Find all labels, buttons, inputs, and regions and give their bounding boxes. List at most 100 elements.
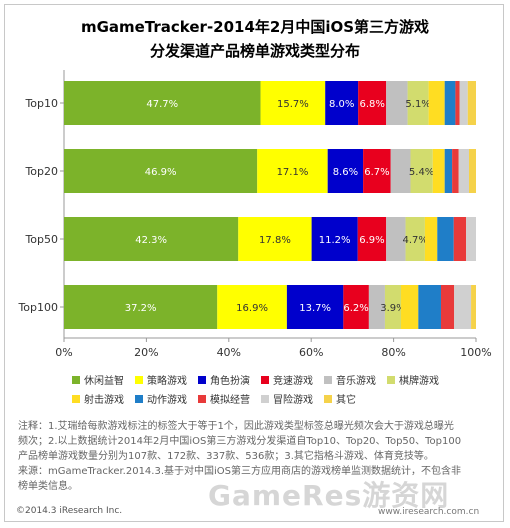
legend-swatch bbox=[135, 394, 143, 403]
bar-segment bbox=[358, 81, 387, 125]
legend-item: 冒险游戏 bbox=[261, 391, 324, 406]
legend-swatch bbox=[261, 394, 269, 403]
bar-segment bbox=[64, 285, 218, 329]
legend-label: 音乐游戏 bbox=[336, 376, 376, 387]
bar-segment bbox=[459, 81, 468, 125]
legend-swatch bbox=[324, 375, 332, 384]
bar-segment bbox=[325, 81, 359, 125]
notes: 注释：1.艾瑞给每款游戏标注的标签大于等于1个，因此游戏类型标签总曝光频次会大于… bbox=[18, 419, 488, 494]
legend-label: 射击游戏 bbox=[84, 395, 124, 406]
data-label: 6.2% bbox=[343, 303, 368, 314]
bar-segment bbox=[471, 285, 476, 329]
bar-segment bbox=[437, 217, 454, 261]
bar-segment bbox=[468, 149, 476, 193]
x-tick-label: 0% bbox=[55, 346, 72, 359]
legend-item: 策略游戏 bbox=[135, 372, 198, 387]
bar-segment bbox=[384, 285, 402, 329]
bar-segment bbox=[368, 285, 385, 329]
bar-segment bbox=[410, 149, 433, 193]
data-label: 6.7% bbox=[364, 167, 389, 178]
bar-segment bbox=[401, 285, 419, 329]
data-label: 15.7% bbox=[277, 99, 309, 110]
data-label: 8.6% bbox=[333, 167, 358, 178]
legend-item: 动作游戏 bbox=[135, 391, 198, 406]
bar-segment bbox=[424, 217, 438, 261]
legend-item: 竞速游戏 bbox=[261, 372, 324, 387]
bar-segment bbox=[467, 81, 476, 125]
note-line: 产品榜单游戏数量分别为107款、172款、337款、536款；3.其它指格斗游戏… bbox=[18, 451, 434, 462]
legend-swatch bbox=[324, 394, 332, 403]
data-label: 4.7% bbox=[403, 235, 428, 246]
bar-segment bbox=[428, 81, 445, 125]
legend-item: 射击游戏 bbox=[72, 391, 135, 406]
legend-swatch bbox=[198, 375, 206, 384]
data-label: 16.9% bbox=[236, 303, 268, 314]
bar-segment bbox=[386, 81, 408, 125]
data-label: 5.1% bbox=[405, 99, 430, 110]
bar-segment bbox=[64, 81, 261, 125]
bar-segment bbox=[390, 149, 411, 193]
bar-segment bbox=[64, 149, 258, 193]
bar-segment bbox=[444, 149, 453, 193]
legend-swatch bbox=[387, 375, 395, 384]
bar-segment bbox=[327, 149, 364, 193]
legend-swatch bbox=[72, 394, 80, 403]
legend-swatch bbox=[261, 375, 269, 384]
bar-segment bbox=[458, 149, 469, 193]
legend-label: 动作游戏 bbox=[147, 395, 187, 406]
legend-label: 角色扮演 bbox=[210, 376, 250, 387]
bar-segment bbox=[466, 217, 476, 261]
note-line: 频次；2.以上数据统计2014年2月中国iOS第三方游戏分发渠道自Top10、T… bbox=[18, 436, 462, 447]
chart-title-line2: 分发渠道产品榜单游戏类型分布 bbox=[149, 42, 360, 60]
bar-segment bbox=[217, 285, 287, 329]
legend-label: 棋牌游戏 bbox=[399, 376, 439, 387]
bar-segment bbox=[455, 81, 460, 125]
legend-label: 策略游戏 bbox=[147, 376, 187, 387]
legend-item: 模拟经营 bbox=[198, 391, 261, 406]
category-label: Top100 bbox=[17, 301, 58, 314]
data-label: 47.7% bbox=[146, 99, 178, 110]
x-tick-label: 40% bbox=[217, 346, 241, 359]
bar-segment bbox=[454, 285, 472, 329]
bar-segment bbox=[343, 285, 369, 329]
data-label: 42.3% bbox=[135, 235, 167, 246]
data-label: 13.7% bbox=[299, 303, 331, 314]
bar-segment bbox=[453, 217, 467, 261]
watermark-logo: GameRes游资网 bbox=[208, 479, 450, 512]
bar-segment bbox=[260, 81, 326, 125]
bar-segment bbox=[286, 285, 344, 329]
bar-segment bbox=[452, 149, 459, 193]
stacked-bar-chart: 0% 20% 40% 60% 80% 100% Top10 47.7% 15.7% 8.0% 6.8… bbox=[17, 70, 492, 359]
copyright: ©2014.3 iResearch Inc. bbox=[16, 506, 123, 516]
data-label: 17.8% bbox=[259, 235, 291, 246]
category-label: Top10 bbox=[24, 97, 58, 110]
legend-item: 其它 bbox=[324, 391, 387, 406]
data-label: 6.9% bbox=[359, 235, 384, 246]
x-tick-label: 20% bbox=[134, 346, 158, 359]
bar-segment bbox=[386, 217, 406, 261]
legend-item: 音乐游戏 bbox=[324, 372, 387, 387]
data-label: 17.1% bbox=[277, 167, 309, 178]
source-line: 榜单类信息。 bbox=[18, 481, 78, 492]
data-label: 6.8% bbox=[359, 99, 384, 110]
data-label: 5.4% bbox=[409, 167, 434, 178]
x-tick-label: 80% bbox=[381, 346, 405, 359]
x-tick-label: 100% bbox=[460, 346, 491, 359]
legend-label: 竞速游戏 bbox=[273, 376, 313, 387]
legend-label: 休闲益智 bbox=[84, 376, 124, 387]
legend-swatch bbox=[135, 375, 143, 384]
bar-segment bbox=[405, 217, 425, 261]
legend-item: 角色扮演 bbox=[198, 372, 261, 387]
data-label: 46.9% bbox=[145, 167, 177, 178]
legend-label: 模拟经营 bbox=[210, 395, 250, 406]
legend-swatch bbox=[198, 394, 206, 403]
bar-segment bbox=[440, 285, 455, 329]
bar-segment bbox=[363, 149, 391, 193]
category-label: Top20 bbox=[24, 165, 58, 178]
source-line: 来源：mGameTracker.2014.3.基于对中国iOS第三方应用商店的游… bbox=[18, 466, 462, 477]
legend-item: 休闲益智 bbox=[72, 372, 135, 387]
website: www.iresearch.com.cn bbox=[378, 507, 480, 517]
legend: 休闲益智 策略游戏 角色扮演 竞速游戏 音乐游戏 棋牌游戏射击游戏 动作游戏 模拟经营 冒险游戏… bbox=[72, 372, 452, 406]
bar-segment bbox=[444, 81, 456, 125]
bar-segment bbox=[432, 149, 445, 193]
